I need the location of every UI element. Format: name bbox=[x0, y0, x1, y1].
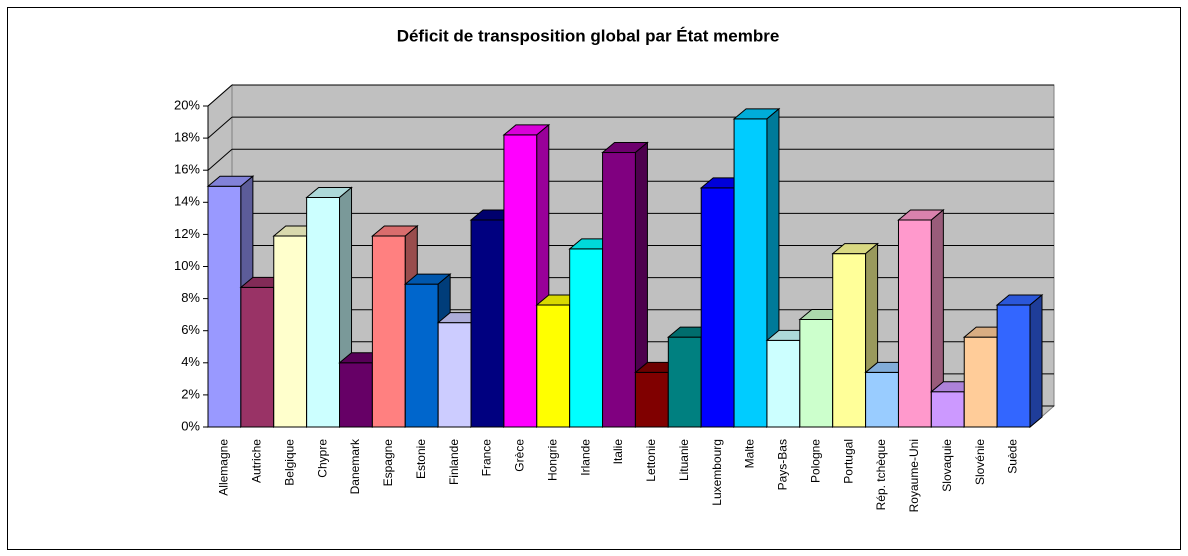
grid-line bbox=[207, 148, 233, 171]
x-tick-label: Irlande bbox=[578, 439, 592, 476]
bar bbox=[832, 253, 867, 428]
bar bbox=[569, 248, 604, 428]
y-tick-label: 16% bbox=[174, 162, 200, 177]
bar bbox=[536, 304, 571, 428]
x-tick-label: Autriche bbox=[249, 439, 263, 483]
x-tick-label: Rép. tchèque bbox=[874, 439, 888, 511]
bar bbox=[602, 152, 636, 428]
x-tick-label: Luxembourg bbox=[710, 439, 724, 506]
x-tick-label: Chypre bbox=[315, 439, 329, 478]
x-tick-label: Slovaquie bbox=[940, 439, 954, 492]
x-tick-label: Portugal bbox=[841, 439, 855, 484]
bar bbox=[667, 336, 702, 428]
bar bbox=[634, 371, 669, 428]
grid-line bbox=[207, 116, 233, 139]
x-tick-label: Lituanie bbox=[677, 439, 691, 481]
bar-group bbox=[897, 208, 945, 429]
bar bbox=[273, 235, 308, 428]
x-tick-label: Slovénie bbox=[973, 439, 987, 485]
bar bbox=[930, 391, 965, 428]
y-tick-label: 18% bbox=[174, 130, 200, 145]
x-tick-label: Hongrie bbox=[545, 439, 559, 481]
bar bbox=[700, 187, 735, 428]
bar bbox=[865, 371, 899, 428]
bar bbox=[339, 362, 373, 428]
x-tick-label: Belgique bbox=[282, 439, 296, 486]
x-tick-label: Finlande bbox=[447, 439, 461, 485]
bar bbox=[733, 118, 768, 428]
y-tick-label: 10% bbox=[174, 258, 200, 273]
y-tick-label: 12% bbox=[174, 226, 200, 241]
y-tick-label: 4% bbox=[181, 354, 200, 369]
bar-group bbox=[732, 107, 781, 429]
bar bbox=[963, 336, 998, 428]
y-tick-label: 6% bbox=[181, 322, 200, 337]
x-tick-label: Espagne bbox=[381, 439, 395, 487]
bar bbox=[437, 322, 472, 428]
x-tick-label: Royaume-Uni bbox=[907, 439, 921, 512]
bar bbox=[503, 134, 538, 428]
bar bbox=[766, 339, 801, 428]
bar bbox=[371, 235, 406, 428]
bar bbox=[306, 196, 341, 428]
bar bbox=[996, 304, 1031, 428]
y-tick-label: 8% bbox=[181, 290, 200, 305]
x-tick-label: France bbox=[480, 439, 494, 477]
y-tick-label: 2% bbox=[181, 386, 200, 401]
x-tick-label: Estonie bbox=[414, 439, 428, 479]
bar-group bbox=[995, 293, 1044, 429]
bar bbox=[470, 219, 505, 428]
chart-title: Déficit de transposition global par État… bbox=[397, 26, 780, 45]
x-tick-label: Pays-Bas bbox=[776, 439, 790, 490]
x-tick-label: Danemark bbox=[348, 438, 362, 494]
bar bbox=[404, 283, 439, 428]
x-tick-label: Italie bbox=[611, 439, 625, 465]
y-tick-label: 0% bbox=[181, 418, 200, 433]
bar bbox=[897, 219, 932, 428]
bar bbox=[207, 185, 242, 428]
bar bbox=[799, 318, 834, 428]
grid-line bbox=[207, 84, 233, 107]
x-tick-label: Lettonie bbox=[644, 439, 658, 482]
x-tick-label: Allemagne bbox=[217, 439, 231, 496]
x-tick-label: Suède bbox=[1006, 439, 1020, 474]
x-tick-label: Malte bbox=[743, 439, 757, 469]
x-tick-label: Grèce bbox=[513, 439, 527, 472]
x-tick-label: Pologne bbox=[808, 439, 822, 483]
y-tick-label: 20% bbox=[174, 97, 200, 112]
bar-group bbox=[305, 186, 353, 429]
y-tick-label: 14% bbox=[174, 194, 200, 209]
bar-group bbox=[601, 141, 649, 429]
bar bbox=[240, 286, 275, 428]
bar-side bbox=[1029, 293, 1043, 429]
